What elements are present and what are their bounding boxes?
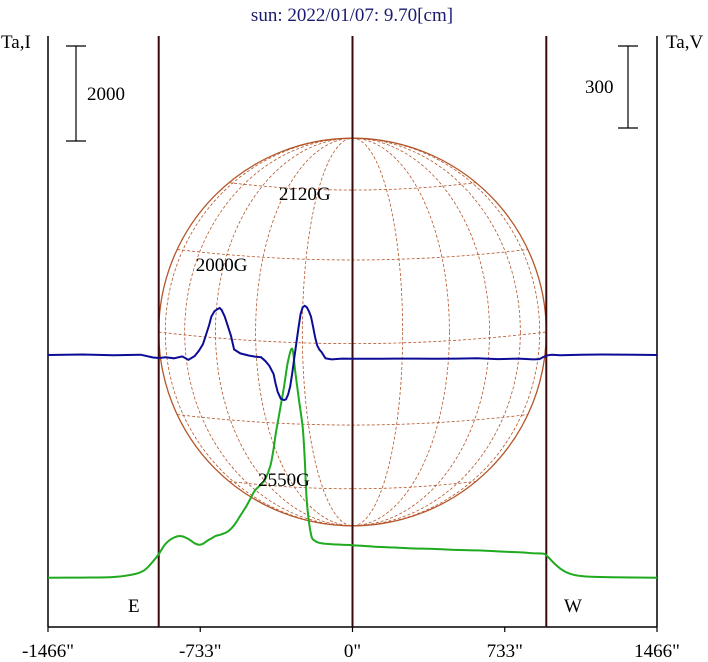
y-right-label: Ta,V <box>666 32 703 53</box>
annotation-label: 2120G <box>279 184 331 205</box>
scale-left-label: 2000 <box>87 84 125 105</box>
scale-right-label: 300 <box>585 77 614 98</box>
longitude-line <box>352 137 490 527</box>
annotation-label: 2000G <box>196 255 248 276</box>
limb-label-east: E <box>128 596 140 617</box>
x-tick-label: 0" <box>344 641 361 662</box>
scale-bar-right: 300 <box>585 45 638 129</box>
longitude-line <box>301 137 353 527</box>
chart-title: sun: 2022/01/07: 9.70[cm] <box>251 5 453 26</box>
series-intensity-line <box>47 347 658 579</box>
annotations: 2000G 2120G 2550G <box>196 184 331 491</box>
limb-lines <box>157 36 548 627</box>
longitude-line <box>352 137 541 527</box>
x-tick-label: -1466" <box>22 641 74 662</box>
y-left-label: Ta,I <box>1 32 31 53</box>
x-axis-ticks: -1466" -733" 0" 733" 1466" <box>22 627 680 662</box>
x-tick-label: 1466" <box>634 641 680 662</box>
series-polarization-line <box>47 304 658 402</box>
limb-label-west: W <box>564 596 582 617</box>
x-tick-label: -733" <box>179 641 222 662</box>
annotation-label: 2550G <box>258 470 310 491</box>
latitude-line <box>228 182 477 191</box>
scale-bar-left: 2000 <box>66 45 125 142</box>
x-tick-label: 733" <box>487 641 523 662</box>
latitude-line <box>158 331 547 345</box>
longitude-line <box>352 137 450 527</box>
longitude-line <box>352 137 521 527</box>
